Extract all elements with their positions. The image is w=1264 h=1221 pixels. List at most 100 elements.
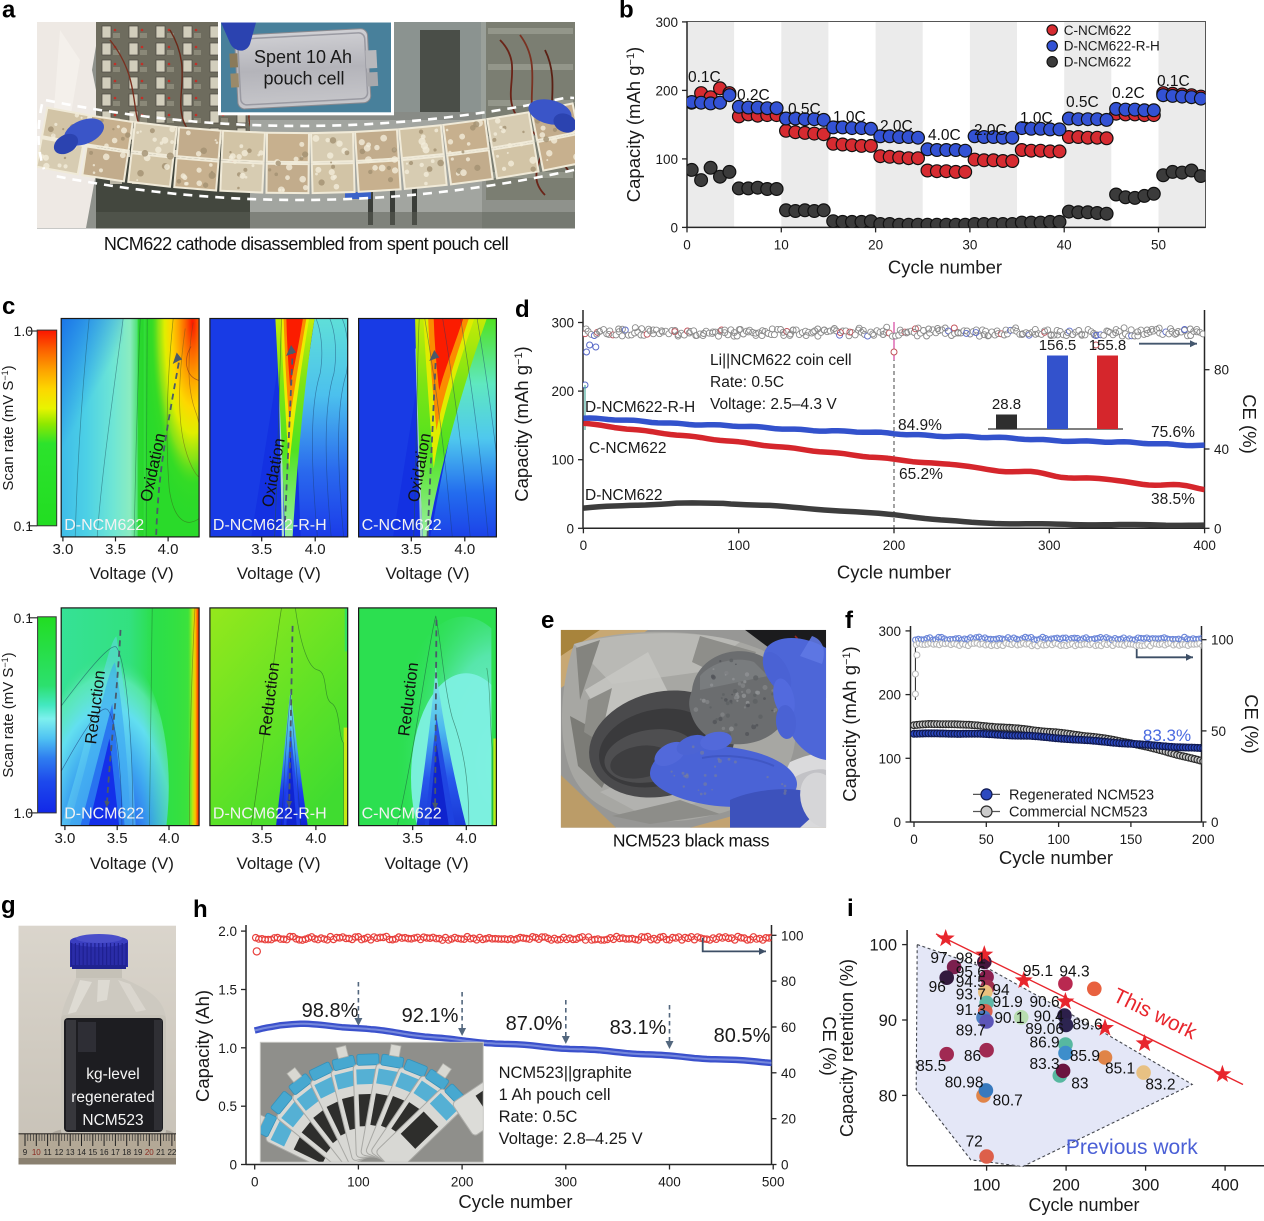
svg-text:100: 100 [781, 928, 804, 943]
svg-text:50: 50 [1211, 724, 1226, 739]
svg-text:89.06: 89.06 [1025, 1021, 1064, 1038]
svg-text:15: 15 [88, 1148, 97, 1157]
svg-text:2.0C: 2.0C [974, 122, 1007, 139]
svg-text:3.5: 3.5 [107, 830, 128, 847]
svg-text:f: f [845, 607, 854, 634]
svg-text:0: 0 [670, 220, 678, 235]
svg-text:90: 90 [879, 1012, 897, 1030]
svg-text:0: 0 [251, 1175, 259, 1190]
svg-text:200: 200 [551, 384, 574, 399]
svg-text:100: 100 [655, 152, 678, 167]
svg-text:80: 80 [781, 974, 796, 989]
svg-text:0.1C: 0.1C [1157, 73, 1190, 90]
svg-text:1.5: 1.5 [218, 983, 237, 998]
svg-text:Voltage (V): Voltage (V) [385, 854, 469, 873]
svg-text:Cycle number: Cycle number [458, 1191, 572, 1212]
svg-text:CE (%): CE (%) [1239, 394, 1260, 454]
svg-text:94.5: 94.5 [956, 974, 986, 991]
svg-text:Scan rate (mV S−1): Scan rate (mV S−1) [0, 365, 17, 490]
svg-text:9: 9 [23, 1148, 28, 1157]
svg-text:60: 60 [781, 1020, 796, 1035]
svg-text:95.6: 95.6 [956, 964, 986, 981]
svg-text:0.5: 0.5 [218, 1099, 237, 1114]
svg-text:100: 100 [1047, 832, 1070, 847]
svg-text:95.1: 95.1 [1023, 963, 1053, 980]
svg-text:C-NCM622: C-NCM622 [362, 517, 442, 534]
svg-text:400: 400 [658, 1175, 681, 1190]
svg-text:NCM523: NCM523 [82, 1112, 143, 1129]
svg-text:22: 22 [167, 1148, 176, 1157]
svg-text:NCM523 black mass: NCM523 black mass [613, 831, 770, 851]
svg-text:97: 97 [930, 950, 947, 967]
svg-text:80.7: 80.7 [993, 1093, 1023, 1110]
svg-text:0.1: 0.1 [14, 610, 34, 626]
svg-text:Previous work: Previous work [1066, 1136, 1198, 1159]
svg-text:0.2C: 0.2C [737, 87, 770, 104]
svg-text:3.0: 3.0 [54, 830, 75, 847]
svg-text:C-NCM622: C-NCM622 [362, 806, 442, 823]
svg-text:13: 13 [66, 1148, 75, 1157]
svg-text:19: 19 [134, 1148, 143, 1157]
svg-text:11: 11 [43, 1148, 52, 1157]
svg-text:300: 300 [1132, 1177, 1160, 1195]
svg-text:200: 200 [655, 83, 678, 98]
svg-text:C-NCM622: C-NCM622 [1064, 23, 1132, 38]
svg-text:NCM523||graphite: NCM523||graphite [499, 1064, 632, 1082]
svg-text:28.8: 28.8 [992, 396, 1021, 413]
svg-text:300: 300 [655, 15, 678, 30]
svg-text:1.0C: 1.0C [833, 109, 866, 126]
svg-text:a: a [2, 0, 16, 24]
svg-text:100: 100 [551, 453, 574, 468]
svg-text:0: 0 [683, 238, 691, 253]
svg-text:regenerated: regenerated [71, 1089, 155, 1106]
svg-text:D-NCM622-R-H: D-NCM622-R-H [585, 399, 695, 416]
svg-text:0.2C: 0.2C [1112, 85, 1145, 102]
svg-text:0: 0 [893, 815, 901, 830]
svg-text:D-NCM622-R-H: D-NCM622-R-H [1064, 39, 1160, 54]
svg-text:80: 80 [879, 1087, 897, 1105]
svg-text:150: 150 [1120, 832, 1143, 847]
svg-text:100: 100 [869, 937, 897, 955]
svg-text:3.5: 3.5 [252, 830, 273, 847]
svg-text:D-NCM622: D-NCM622 [585, 487, 663, 504]
svg-text:1 Ah pouch cell: 1 Ah pouch cell [499, 1086, 611, 1104]
svg-text:4.0: 4.0 [305, 830, 326, 847]
svg-text:90.4: 90.4 [1034, 1009, 1065, 1026]
svg-text:3.5: 3.5 [251, 541, 272, 558]
svg-text:83.1%: 83.1% [610, 1017, 667, 1039]
svg-text:4.0: 4.0 [305, 541, 326, 558]
svg-text:155.8: 155.8 [1089, 337, 1127, 354]
svg-text:200: 200 [1052, 1177, 1080, 1195]
svg-text:90.6: 90.6 [1030, 994, 1060, 1011]
svg-text:91.9: 91.9 [993, 994, 1023, 1011]
svg-text:Voltage (V): Voltage (V) [237, 564, 321, 583]
svg-text:0.5C: 0.5C [788, 101, 821, 118]
svg-text:CE (%): CE (%) [819, 1016, 840, 1076]
svg-text:94.3: 94.3 [1059, 964, 1089, 981]
svg-text:92.1%: 92.1% [402, 1005, 459, 1027]
svg-text:Commercial NCM523: Commercial NCM523 [1009, 805, 1148, 821]
svg-text:20: 20 [145, 1148, 154, 1157]
svg-text:85.5: 85.5 [916, 1058, 946, 1075]
svg-text:Cycle number: Cycle number [999, 847, 1113, 868]
svg-text:1.0: 1.0 [14, 805, 34, 821]
svg-text:100: 100 [878, 751, 901, 766]
svg-text:100: 100 [727, 538, 750, 553]
svg-text:93.7: 93.7 [956, 987, 986, 1004]
svg-text:Regenerated NCM523: Regenerated NCM523 [1009, 787, 1154, 803]
svg-text:Voltage (V): Voltage (V) [90, 564, 174, 583]
svg-text:2.0C: 2.0C [880, 118, 913, 135]
svg-text:80: 80 [1214, 363, 1229, 378]
svg-text:Capacity (Ah): Capacity (Ah) [192, 990, 213, 1102]
svg-text:100: 100 [1211, 633, 1234, 648]
svg-text:CE (%): CE (%) [1241, 694, 1262, 754]
svg-text:Capacity (mAh g−1): Capacity (mAh g−1) [511, 346, 532, 501]
svg-text:Cycle number: Cycle number [837, 562, 951, 583]
svg-text:400: 400 [1211, 1177, 1239, 1195]
svg-text:e: e [541, 607, 554, 634]
svg-text:20: 20 [868, 238, 883, 253]
svg-text:Spent 10 Ah: Spent 10 Ah [254, 47, 352, 67]
svg-text:Capacity (mAh g−1): Capacity (mAh g−1) [623, 47, 644, 202]
svg-text:Voltage: 2.5–4.3 V: Voltage: 2.5–4.3 V [710, 396, 837, 413]
svg-text:0.5C: 0.5C [1066, 94, 1099, 111]
